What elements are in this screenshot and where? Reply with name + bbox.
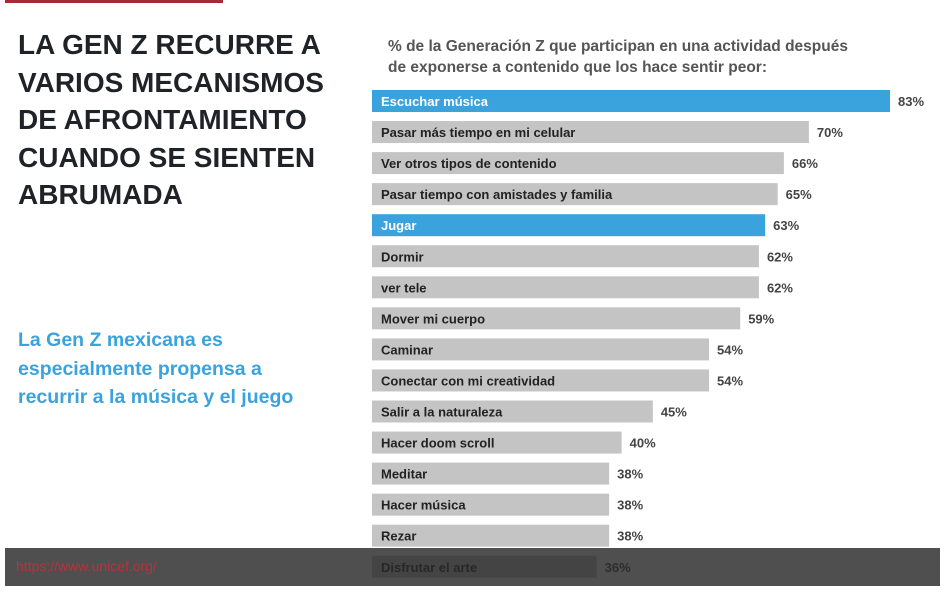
category-label: Escuchar música: [381, 94, 489, 109]
value-label: 62%: [767, 280, 793, 295]
bar: [372, 431, 622, 454]
bar: [372, 462, 610, 485]
bar: [372, 307, 741, 330]
page-title: LA GEN Z RECURRE A VARIOS MECANISMOS DE …: [18, 29, 324, 210]
category-label: Ver otros tipos de contenido: [381, 156, 557, 171]
bar: [372, 121, 809, 144]
bar: [372, 369, 710, 392]
bar: [372, 90, 890, 112]
category-label: Caminar: [381, 342, 433, 357]
value-label: 38%: [617, 498, 643, 513]
bar: [372, 400, 653, 423]
bar: [372, 524, 610, 547]
value-label: 54%: [717, 342, 743, 357]
value-label: 63%: [773, 218, 799, 233]
category-label: ver tele: [381, 280, 427, 295]
value-label: 65%: [786, 187, 812, 202]
category-label: Mover mi cuerpo: [381, 311, 485, 326]
value-label: 40%: [630, 436, 656, 451]
bar: [372, 276, 759, 299]
value-label: 70%: [817, 125, 843, 140]
page-subtitle: La Gen Z mexicana es especialmente prope…: [18, 329, 294, 408]
category-label: Pasar más tiempo en mi celular: [381, 125, 575, 140]
category-label: Hacer música: [381, 498, 466, 513]
value-label: 38%: [617, 467, 643, 482]
category-label: Pasar tiempo con amistades y familia: [381, 187, 613, 202]
value-label: 62%: [767, 249, 793, 264]
value-label: 54%: [717, 373, 743, 388]
value-label: 83%: [898, 94, 924, 109]
category-label: Meditar: [381, 467, 427, 482]
category-label: Rezar: [381, 529, 416, 544]
chart-title: % de la Generación Z que participan en u…: [388, 38, 848, 76]
bar: [372, 338, 710, 361]
value-label: 38%: [617, 529, 643, 544]
value-label: 59%: [748, 311, 774, 326]
category-label: Jugar: [381, 218, 416, 233]
accent-bar: [5, 0, 223, 3]
bar: [372, 245, 759, 268]
bar: [372, 214, 766, 237]
source-link[interactable]: https://www.unicef.org/: [16, 558, 157, 574]
footer-overlay: [5, 548, 940, 586]
category-label: Hacer doom scroll: [381, 436, 494, 451]
category-label: Conectar con mi creatividad: [381, 373, 555, 388]
category-label: Dormir: [381, 249, 424, 264]
bar: [372, 493, 610, 516]
bar: [372, 183, 778, 206]
value-label: 45%: [661, 405, 687, 420]
value-label: 66%: [792, 156, 818, 171]
category-label: Salir a la naturaleza: [381, 405, 503, 420]
bar: [372, 152, 784, 175]
